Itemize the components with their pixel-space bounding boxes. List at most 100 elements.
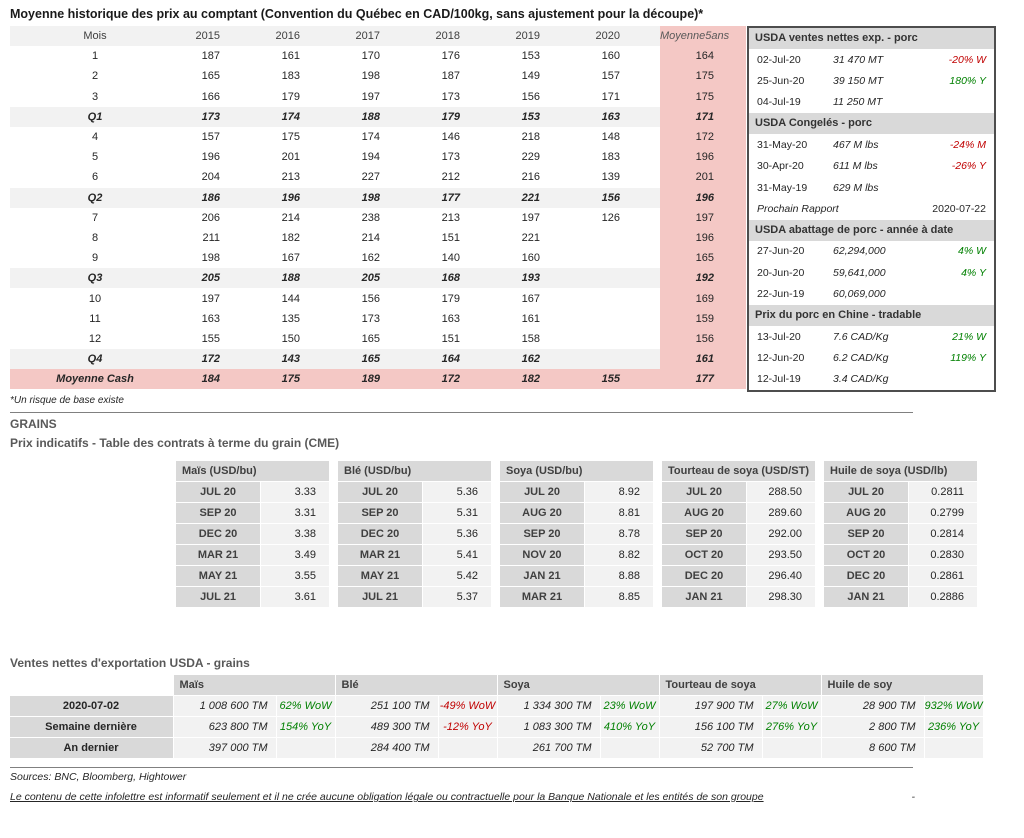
exports-value: 156 100 TM [659, 717, 762, 738]
futures-header-row: Maïs (USD/bu) [176, 461, 329, 482]
futures-contract-row: JUL 20 288.50 [662, 482, 815, 503]
contract-month: JAN 21 [500, 566, 584, 587]
price-value-cell: 198 [340, 187, 420, 208]
price-col-header-5: 2019 [500, 26, 580, 47]
contract-price: 5.36 [423, 524, 491, 545]
contract-price: 8.85 [585, 587, 653, 608]
futures-contract-row: SEP 20 292.00 [662, 524, 815, 545]
contract-month: JUL 20 [338, 482, 422, 503]
base-risk-footnote: *Un risque de base existe [10, 395, 124, 407]
disclaimer-dash: - [911, 791, 916, 804]
contract-price: 8.92 [585, 482, 653, 503]
price-value-cell: 172 [180, 349, 260, 370]
price-value-cell: 218 [521, 131, 540, 144]
price-5yr-avg-cell: 201 [660, 167, 746, 188]
panel-value: 7.6 CAD/Kg [833, 330, 889, 343]
price-value-cell: 179 [420, 106, 500, 127]
price-row: Q3 205 188 205 168 193 192 [10, 268, 746, 289]
price-value-cell: 175 [260, 369, 340, 390]
price-value-cell: 176 [441, 50, 460, 63]
futures-contract-row: AUG 20 0.2799 [824, 503, 977, 524]
panel-section-header: USDA abattage de porc - année à date [749, 219, 994, 241]
price-5yr-avg-cell: 177 [660, 369, 746, 390]
price-5yr-avg-cell: 175 [660, 66, 746, 87]
price-value-cell: 173 [441, 90, 460, 103]
price-value-cell: 194 [361, 151, 380, 164]
contract-price: 5.36 [423, 482, 491, 503]
panel-data-row: 04-Jul-19 11 250 MT [749, 92, 994, 113]
price-value-cell [580, 309, 660, 329]
price-value-cell: 227 [361, 171, 380, 184]
futures-table-header: Tourteau de soya (USD/ST) [662, 461, 815, 482]
panel-value: 6.2 CAD/Kg [833, 351, 889, 364]
price-value-cell: 184 [180, 369, 260, 390]
contract-month: JUL 20 [824, 482, 908, 503]
panel-date: 02-Jul-20 [757, 53, 801, 66]
price-value-cell: 157 [601, 70, 620, 83]
price-row: 3 166 179 197 173 156 171 175 [10, 86, 746, 107]
futures-contract-row: JUL 20 0.2811 [824, 482, 977, 503]
contract-month: DEC 20 [824, 566, 908, 587]
futures-contract-row: JAN 21 8.88 [500, 566, 653, 587]
futures-contract-row: DEC 20 5.36 [338, 524, 491, 545]
exports-value: 8 600 TM [821, 738, 924, 759]
price-row-label: Q4 [10, 349, 180, 370]
panel-value: 60,069,000 [833, 288, 886, 301]
price-value-cell: 153 [521, 50, 540, 63]
futures-contract-row: SEP 20 0.2814 [824, 524, 977, 545]
panel-value: 31 470 MT [833, 53, 884, 66]
price-value-cell: 216 [521, 171, 540, 184]
price-value-cell: 177 [420, 187, 500, 208]
exports-value: 2 800 TM [821, 717, 924, 738]
futures-contract-row: AUG 20 8.81 [500, 503, 653, 524]
price-value-cell: 143 [260, 349, 340, 370]
price-5yr-avg-cell: 175 [660, 86, 746, 107]
price-value-cell: 167 [521, 292, 540, 305]
price-row: 1 187 161 170 176 153 160 164 [10, 46, 746, 67]
futures-header-row: Soya (USD/bu) [500, 461, 653, 482]
price-value-cell: 163 [580, 106, 660, 127]
price-row-label: Moyenne Cash [10, 369, 180, 390]
pork-info-panel: USDA ventes nettes exp. - porc 02-Jul-20 3… [747, 26, 996, 393]
contract-price: 3.38 [261, 524, 329, 545]
price-value-cell: 174 [361, 131, 380, 144]
contract-month: SEP 20 [824, 524, 908, 545]
exports-change [438, 738, 497, 759]
panel-change: 180% Y [949, 75, 986, 88]
price-row-label: 4 [91, 131, 99, 144]
grains-section-label: GRAINS [10, 417, 57, 432]
price-value-cell: 187 [201, 50, 220, 63]
divider-top [10, 412, 913, 414]
contract-price: 3.33 [261, 482, 329, 503]
panel-value: 3.4 CAD/Kg [833, 373, 889, 386]
panel-data-row: 31-May-19 629 M lbs [749, 177, 994, 198]
panel-value: 59,641,000 [833, 266, 886, 279]
futures-table-4: Huile de soya (USD/lb) JUL 20 0.2811 AUG 20… [823, 460, 978, 608]
panel-date: 12-Jun-20 [757, 351, 805, 364]
contract-month: JUL 20 [662, 482, 746, 503]
price-value-cell: 156 [361, 292, 380, 305]
price-value-cell: 214 [281, 211, 300, 224]
contract-price: 8.82 [585, 545, 653, 566]
futures-contract-row: MAY 21 3.55 [176, 566, 329, 587]
panel-date: 20-Jun-20 [757, 266, 805, 279]
panel-value: 467 M lbs [833, 138, 879, 151]
price-value-cell: 213 [281, 171, 300, 184]
price-value-cell [580, 349, 660, 370]
price-value-cell: 213 [441, 211, 460, 224]
futures-contract-row: JUL 21 5.37 [338, 587, 491, 608]
price-value-cell: 146 [441, 131, 460, 144]
price-row: 6 204 213 227 212 216 139 201 [10, 167, 746, 188]
exports-value: 52 700 TM [659, 738, 762, 759]
price-row-label: Q1 [10, 106, 180, 127]
price-col-header-0: Mois [10, 26, 180, 47]
exports-change: 62% WoW [276, 696, 335, 717]
contract-month: AUG 20 [662, 503, 746, 524]
contract-month: DEC 20 [662, 566, 746, 587]
contract-month: SEP 20 [338, 503, 422, 524]
futures-contract-row: MAR 21 5.41 [338, 545, 491, 566]
price-value-cell: 205 [180, 268, 260, 289]
price-value-cell: 182 [281, 231, 300, 244]
panel-date: 13-Jul-20 [757, 330, 801, 343]
futures-contract-row: SEP 20 5.31 [338, 503, 491, 524]
